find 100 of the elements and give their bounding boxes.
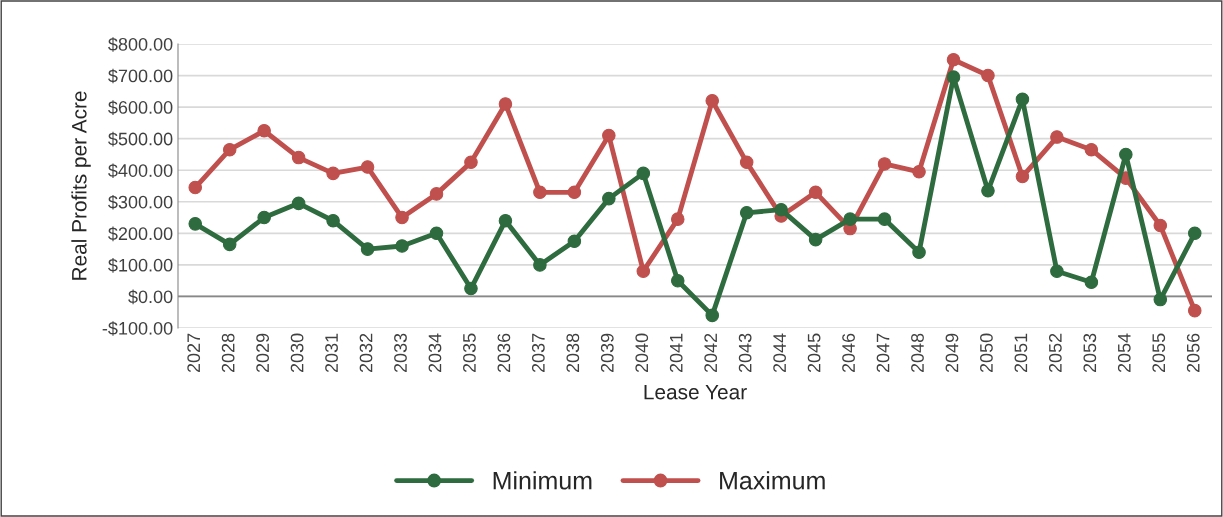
point [981,68,995,83]
point [222,142,237,157]
point [1188,226,1202,241]
x-tick-label: 2045 [807,333,821,373]
point [429,187,444,201]
point [705,308,719,323]
point [326,213,340,228]
point [877,212,892,226]
x-tick-label: 2046 [842,333,855,373]
point [1050,130,1064,144]
point [1084,142,1099,157]
y-tick-label: $300.00 [108,194,173,210]
x-tick-label: 2052 [1048,333,1062,373]
point [843,212,857,226]
x-tick-label: 2033 [394,333,407,373]
x-tick-label: 2049 [945,333,959,373]
y-axis-title: Real Profits per Acre [71,91,91,280]
point [567,185,582,200]
x-tick-label: 2028 [221,333,235,373]
x-tick-label: 2037 [531,333,545,373]
point [188,217,202,231]
point [326,166,340,181]
x-tick-label: 2030 [290,333,304,373]
x-tick-label: 2055 [1152,333,1166,373]
point [912,165,926,179]
x-tick-label: 2029 [256,333,270,373]
x-tick-label: 2054 [1117,333,1131,373]
point [360,160,375,174]
y-tick-label: $0.00 [128,289,173,305]
y-tick-label: -$100.00 [102,321,173,336]
point [808,232,823,247]
point [464,281,478,296]
y-tick-label: $700.00 [108,68,173,84]
point [774,202,788,217]
x-tick-label: 2047 [876,333,890,373]
point [1153,218,1168,233]
y-tick-label: $500.00 [108,131,173,147]
point [808,185,823,200]
point [946,53,961,67]
point [1084,275,1099,290]
x-tick-label: 2038 [566,333,580,373]
point [739,155,754,170]
x-tick-label: 2032 [359,333,373,373]
x-tick-label: 2044 [773,333,787,373]
point [1188,303,1202,318]
y-tick-label: $800.00 [108,37,173,52]
point [636,166,651,181]
x-axis-title: Lease Year [644,384,747,400]
point [291,196,306,211]
x-tick-label: 2040 [635,333,649,373]
point [498,97,513,111]
x-tick-label: 2034 [428,333,442,373]
x-tick-label: 2043 [738,333,752,373]
point [946,70,961,84]
point [1015,92,1030,106]
point [429,226,444,241]
point [636,264,651,278]
x-tick-label: 2056 [1186,333,1200,373]
x-tick-label: 2050 [980,333,993,373]
point [188,180,202,195]
x-tick-label: 2051 [1014,333,1028,373]
point [671,212,685,226]
point [464,155,478,170]
point [222,237,237,252]
x-tick-label: 2035 [463,333,476,373]
point [1050,264,1064,278]
point [533,258,547,272]
point [912,245,926,260]
point [533,185,547,200]
x-tick-label: 2053 [1083,333,1097,373]
point [360,242,375,256]
x-tick-label: 2048 [911,333,924,373]
y-tick-label: $600.00 [108,100,173,115]
point [705,94,719,108]
point [567,234,582,248]
point [395,210,409,225]
y-tick-label: $200.00 [108,226,173,242]
point [981,183,995,198]
point [877,157,892,171]
legend-label: Minimum [493,471,592,490]
x-tick-label: 2027 [187,333,201,373]
point [602,191,616,206]
x-tick-label: 2036 [497,333,511,373]
point [257,210,271,225]
point [739,206,754,220]
point [1119,147,1133,162]
legend-label: Maximum [720,471,825,490]
point [1015,169,1030,184]
point [395,239,409,253]
point [498,213,513,228]
x-tick-label: 2039 [600,333,614,373]
point [602,128,616,143]
point [671,273,685,288]
x-tick-label: 2041 [669,333,683,373]
y-tick-label: $100.00 [108,258,173,273]
point [257,124,271,138]
point [1153,292,1168,307]
point [291,150,306,165]
y-tick-label: $400.00 [108,163,173,179]
x-tick-label: 2042 [704,333,718,373]
